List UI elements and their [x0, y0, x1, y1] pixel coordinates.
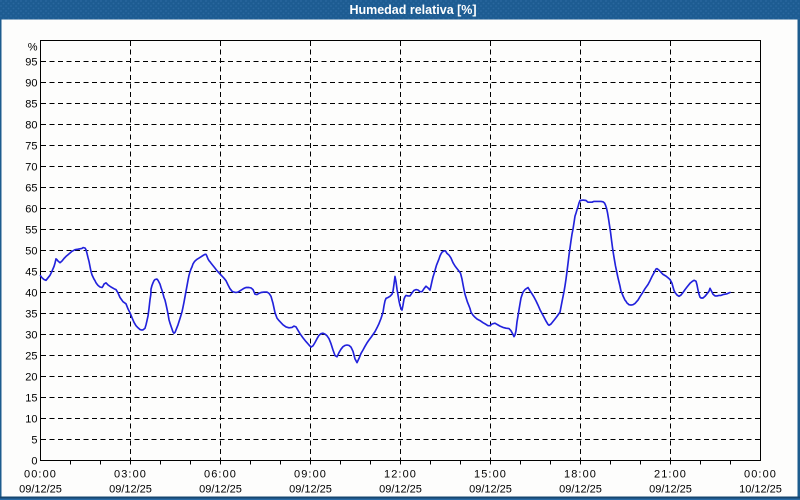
svg-text:09/12/25: 09/12/25 — [559, 484, 602, 496]
svg-text:15:00: 15:00 — [474, 469, 507, 481]
svg-text:06:00: 06:00 — [204, 469, 237, 481]
svg-text:09/12/25: 09/12/25 — [649, 484, 692, 496]
svg-text:10: 10 — [25, 413, 37, 425]
svg-text:75: 75 — [25, 140, 37, 152]
svg-text:90: 90 — [25, 77, 37, 89]
svg-text:09/12/25: 09/12/25 — [199, 484, 242, 496]
svg-text:09/12/25: 09/12/25 — [109, 484, 152, 496]
svg-text:09/12/25: 09/12/25 — [289, 484, 332, 496]
svg-text:80: 80 — [25, 119, 37, 131]
svg-text:25: 25 — [25, 350, 37, 362]
svg-text:09:00: 09:00 — [294, 469, 327, 481]
svg-text:15: 15 — [25, 392, 37, 404]
svg-text:85: 85 — [25, 98, 37, 110]
svg-text:0: 0 — [31, 455, 37, 467]
svg-text:03:00: 03:00 — [114, 469, 147, 481]
svg-text:Humedad relativa [%]: Humedad relativa [%] — [349, 3, 476, 17]
svg-text:45: 45 — [25, 266, 37, 278]
svg-text:00:00: 00:00 — [744, 469, 777, 481]
svg-text:00:00: 00:00 — [24, 469, 57, 481]
svg-text:09/12/25: 09/12/25 — [469, 484, 512, 496]
svg-text:70: 70 — [25, 161, 37, 173]
svg-text:09/12/25: 09/12/25 — [379, 484, 422, 496]
svg-text:30: 30 — [25, 329, 37, 341]
svg-text:20: 20 — [25, 371, 37, 383]
svg-text:95: 95 — [25, 56, 37, 68]
svg-text:12:00: 12:00 — [384, 469, 417, 481]
svg-text:65: 65 — [25, 182, 37, 194]
svg-text:35: 35 — [25, 308, 37, 320]
svg-text:18:00: 18:00 — [564, 469, 597, 481]
svg-text:50: 50 — [25, 245, 37, 257]
svg-text:60: 60 — [25, 203, 37, 215]
svg-text:10/12/25: 10/12/25 — [739, 484, 782, 496]
svg-text:09/12/25: 09/12/25 — [19, 484, 62, 496]
svg-text:%: % — [28, 42, 38, 54]
svg-text:40: 40 — [25, 287, 37, 299]
svg-text:5: 5 — [31, 434, 37, 446]
svg-text:21:00: 21:00 — [654, 469, 687, 481]
svg-text:55: 55 — [25, 224, 37, 236]
